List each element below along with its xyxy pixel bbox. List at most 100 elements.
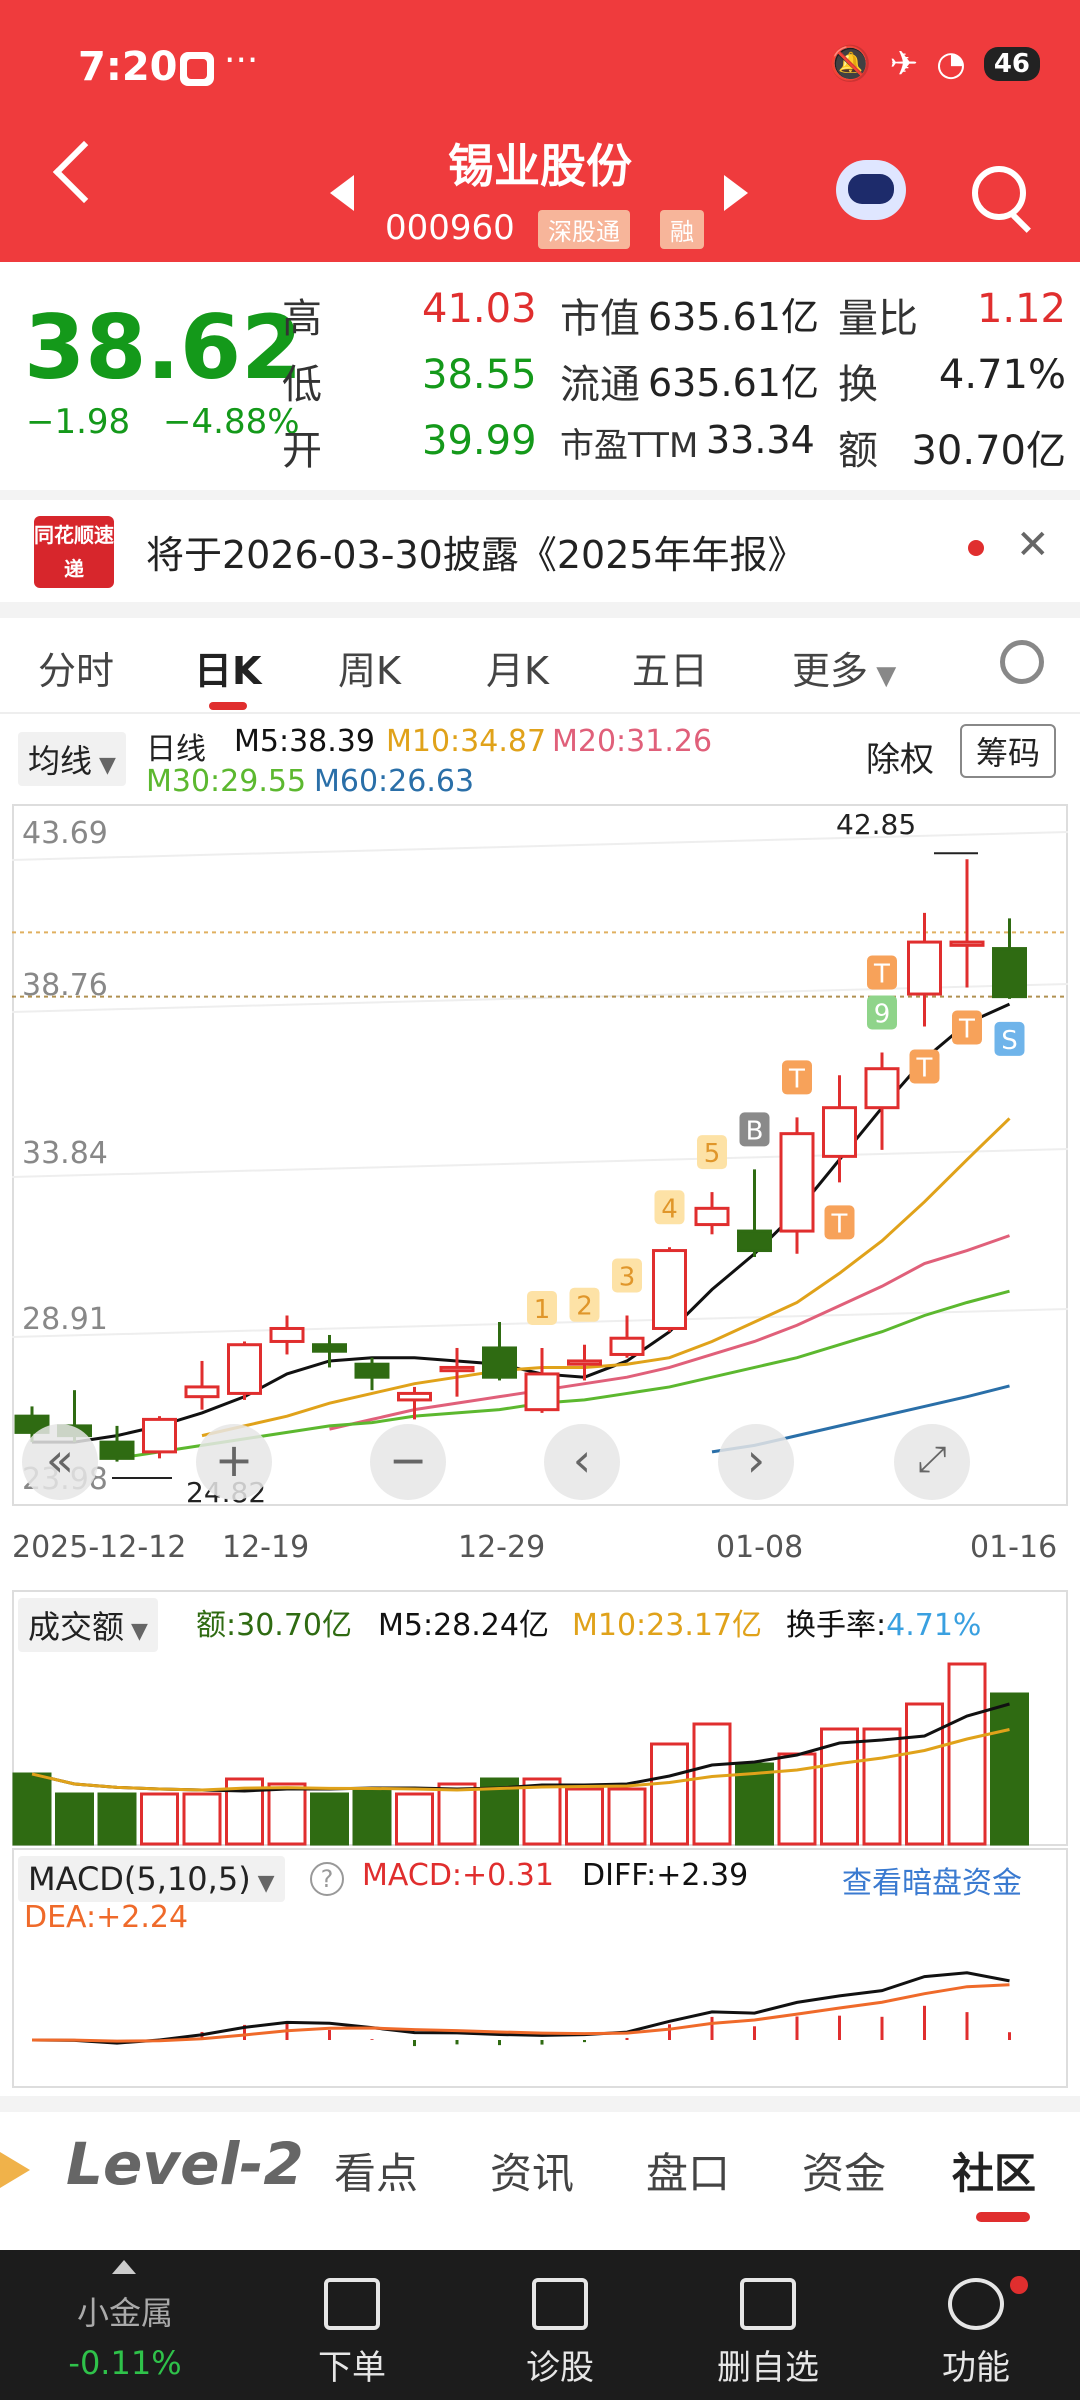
candle-body bbox=[312, 1343, 347, 1353]
volume-bar bbox=[990, 1692, 1029, 1846]
signal-label: 9 bbox=[874, 999, 891, 1029]
candle bbox=[142, 1416, 177, 1459]
functions-button[interactable]: 功能 bbox=[906, 2278, 1046, 2389]
tab-community[interactable]: 社区 bbox=[952, 2149, 1037, 2198]
volume-bar bbox=[947, 1662, 987, 1846]
ai-assistant-icon[interactable] bbox=[836, 160, 906, 220]
tab-weekly-k[interactable]: 周K bbox=[338, 649, 401, 693]
signal-label: T bbox=[916, 1054, 933, 1084]
tab-five-day[interactable]: 五日 bbox=[632, 649, 709, 693]
order-button[interactable]: 下单 bbox=[282, 2278, 422, 2389]
status-time: 7:20 bbox=[78, 44, 178, 90]
document-icon bbox=[324, 2278, 380, 2330]
change-value: −1.98 bbox=[26, 402, 131, 442]
chevron-down-icon: ▼ bbox=[868, 661, 897, 691]
volume-ma-m10 bbox=[31, 1728, 1010, 1792]
stock-name: 锡业股份 bbox=[448, 139, 632, 193]
volume-m5: M5:28.24亿 bbox=[378, 1608, 549, 1643]
tag-connect: 深股通 bbox=[538, 210, 630, 249]
settings-icon[interactable] bbox=[1000, 640, 1044, 684]
tab-highlights[interactable]: 看点 bbox=[334, 2149, 419, 2198]
fullscreen-icon[interactable]: ⤢ bbox=[894, 1424, 970, 1500]
tab-intraday[interactable]: 分时 bbox=[38, 649, 115, 693]
candle-body bbox=[524, 1372, 560, 1412]
ma-period: 日线 bbox=[146, 732, 206, 767]
wifi-icon: ◔ bbox=[936, 44, 966, 84]
notice-text[interactable]: 将于2026-03-30披露《2025年年报》 bbox=[146, 533, 806, 577]
volume-bar bbox=[395, 1792, 434, 1846]
tab-more[interactable]: 更多 ▼ bbox=[792, 649, 897, 693]
market-label-pe: 市盈TTM bbox=[560, 426, 699, 466]
signal-badge bbox=[697, 1135, 727, 1170]
divider bbox=[0, 2096, 1080, 2112]
close-icon[interactable]: ✕ bbox=[1016, 522, 1050, 568]
candle-body bbox=[609, 1336, 645, 1356]
ex-rights-button[interactable]: 除权 bbox=[866, 740, 934, 780]
prev-stock-icon[interactable] bbox=[330, 175, 354, 211]
ma-line-m10 bbox=[201, 1117, 1011, 1438]
chips-button[interactable]: 筹码 bbox=[960, 724, 1057, 778]
signal-label: S bbox=[1001, 1026, 1018, 1056]
extra-label-volratio: 量比 bbox=[838, 296, 918, 342]
candle bbox=[312, 1334, 347, 1368]
tag-margin: 融 bbox=[660, 210, 704, 249]
extra-value-volratio: 1.12 bbox=[976, 286, 1066, 332]
signal-marker: 3 bbox=[612, 1258, 642, 1293]
search-icon[interactable] bbox=[972, 166, 1026, 220]
signal-badge bbox=[909, 1049, 940, 1084]
header-bar: 7:20 ··· 🔕 ✈ ◔ 46 锡业股份 000960 深股通 融 bbox=[0, 0, 1080, 262]
candle bbox=[652, 1247, 687, 1332]
collapse-icon[interactable]: « bbox=[22, 1424, 98, 1500]
pan-right-icon[interactable]: › bbox=[718, 1424, 794, 1500]
volume-chart bbox=[12, 1662, 1029, 1846]
candle-body bbox=[184, 1385, 220, 1399]
tab-order-book[interactable]: 盘口 bbox=[646, 2149, 731, 2198]
volume-selector[interactable]: 成交额 ▼ bbox=[18, 1598, 158, 1652]
pan-left-icon[interactable]: ‹ bbox=[544, 1424, 620, 1500]
market-value-pe: 33.34 bbox=[706, 418, 815, 462]
volume-bar bbox=[182, 1792, 222, 1846]
diff-line bbox=[31, 1971, 1010, 2045]
x-tick: 2025-12-12 bbox=[12, 1530, 187, 1565]
tab-funds[interactable]: 资金 bbox=[802, 2149, 887, 2198]
bottom-bar bbox=[0, 2250, 1080, 2400]
diagnose-button[interactable]: 诊股 bbox=[490, 2278, 630, 2389]
max-price-label: 42.85 bbox=[836, 808, 917, 841]
next-stock-icon[interactable] bbox=[724, 175, 748, 211]
zoom-out-icon[interactable]: − bbox=[370, 1424, 446, 1500]
tab-level2[interactable]: Level-2 bbox=[66, 2130, 304, 2198]
tab-daily-k[interactable]: 日K bbox=[194, 649, 262, 693]
battery-icon: 46 bbox=[983, 47, 1040, 81]
expand-up-icon[interactable] bbox=[112, 2260, 136, 2274]
tab-news[interactable]: 资讯 bbox=[490, 2149, 575, 2198]
macd-chart-frame bbox=[12, 1848, 1068, 2088]
macd-selector[interactable]: MACD(5,10,5) ▼ bbox=[18, 1856, 285, 1902]
candle bbox=[184, 1360, 220, 1410]
stat-label-high: 高 bbox=[282, 296, 322, 342]
volume-bar bbox=[12, 1772, 52, 1846]
signal-marker: 4 bbox=[654, 1190, 685, 1225]
signal-badge bbox=[867, 955, 897, 990]
zoom-in-icon[interactable]: + bbox=[196, 1424, 272, 1500]
ma-selector[interactable]: 均线 ▼ bbox=[18, 732, 126, 786]
volume-bar bbox=[650, 1742, 689, 1846]
candle-body bbox=[567, 1359, 602, 1366]
signal-label: 1 bbox=[534, 1295, 551, 1325]
stat-value-low: 38.55 bbox=[422, 352, 537, 398]
tab-monthly-k[interactable]: 月K bbox=[486, 649, 549, 693]
ma-line-m5 bbox=[32, 1002, 1011, 1444]
more-notifications-icon: ··· bbox=[224, 40, 259, 81]
price-change: −1.98 −4.88% bbox=[26, 402, 300, 442]
volume-bar bbox=[820, 1727, 859, 1846]
kline-chart-frame[interactable] bbox=[12, 804, 1068, 1506]
sector-name[interactable]: 小金属 bbox=[76, 2294, 173, 2332]
candle-body bbox=[269, 1326, 305, 1343]
candle-body bbox=[992, 947, 1027, 999]
status-icons: 🔕 ✈ ◔ 46 bbox=[829, 44, 1040, 84]
volume-bar bbox=[905, 1702, 944, 1846]
remove-watchlist-button[interactable]: 删自选 bbox=[698, 2278, 838, 2389]
dark-pool-link[interactable]: 查看暗盘资金 bbox=[842, 1866, 1022, 1901]
extra-label-amount: 额 bbox=[838, 428, 878, 474]
help-icon[interactable]: ? bbox=[310, 1862, 344, 1896]
